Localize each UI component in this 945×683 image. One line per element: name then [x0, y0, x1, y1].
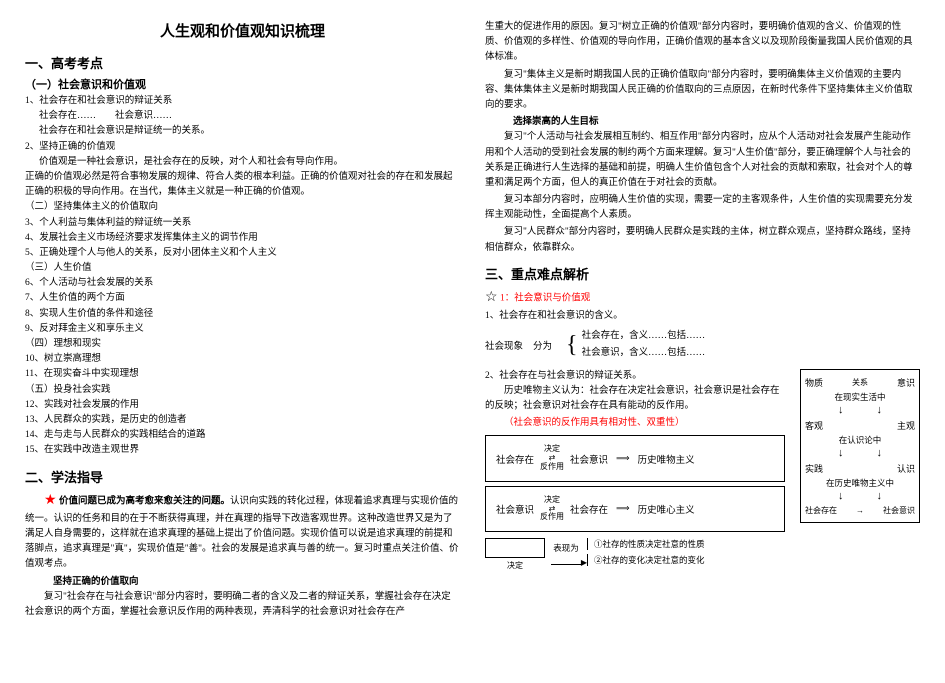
down-arrow-icon: ↓ ↓ [805, 490, 915, 503]
brace-diagram: 社会现象 分为 { 社会存在，含义……包括…… 社会意识，含义……包括…… [485, 328, 920, 362]
arrow-label: 反作用 [540, 463, 564, 472]
right-column: 生重大的促进作用的原因。复习"树立正确的价值观"部分内容时，要明确价值观的含义、… [485, 20, 920, 663]
bottom-item: ②社存的变化决定社意的变化 [587, 554, 705, 566]
para-1: ★ 价值问题已成为高考愈来愈关注的问题。认识向实践的转化过程，体现着追求真理与实… [25, 490, 460, 573]
sub-heading: 坚持正确的价值取向 [53, 575, 460, 590]
subsection-1-1: （一）社会意识和价值观 [25, 76, 460, 92]
item: 1、社会存在和社会意识的辩证关系 [25, 94, 460, 109]
down-arrow-icon: ↓ ↓ [805, 404, 915, 417]
subsection-1-5: （五）投身社会实践 [25, 383, 460, 398]
para-7: 复习"人民群众"部分内容时，要明确人民群众是实践的主体，树立群众观点，坚持群众路… [485, 225, 920, 255]
left-column: 人生观和价值观知识梳理 一、高考考点 （一）社会意识和价值观 1、社会存在和社会… [25, 20, 460, 663]
diagram-note-red: （社会意识的反作用具有相对性、双重性） [504, 416, 785, 431]
item: 5、正确处理个人与他人的关系，反对小团体主义和个人主义 [25, 246, 460, 261]
brace-mid-label: 分为 [533, 338, 552, 352]
bottom-flow: 决定 表现为 ①社存的性质决定社意的性质 ②社存的变化决定社意的变化 [485, 538, 785, 571]
item: 社会存在…… 社会意识…… [39, 109, 460, 124]
para-4: 复习"集体主义是新时期我国人民的正确价值取向"部分内容时，要明确集体主义价值观的… [485, 68, 920, 114]
item: 4、发展社会主义市场经济要求发挥集体主义的调节作用 [25, 231, 460, 246]
item: 9、反对拜金主义和享乐主义 [25, 322, 460, 337]
side-node: 客观 [805, 419, 823, 432]
brace-icon: { [566, 336, 578, 355]
side-context: 在历史唯物主义中 [805, 477, 915, 489]
arrow-icon [614, 453, 632, 464]
side-node: 社会意识 [883, 505, 915, 516]
item: 11、在现实奋斗中实现理想 [25, 367, 460, 382]
star-heading-text: 1：社会意识与价值观 [500, 293, 590, 303]
arrow-icon [614, 503, 632, 514]
arrow-label: 反作用 [540, 513, 564, 522]
subsection-1-3: （三）人生价值 [25, 261, 460, 276]
diagram-label-1: 1、社会存在和社会意识的含义。 [485, 309, 920, 324]
side-context: 在认识论中 [805, 434, 915, 446]
item: 14、走与走与人民群众的实践相结合的道路 [25, 428, 460, 443]
flow-node: 社会存在 [568, 502, 610, 516]
subsection-1-4: （四）理想和现实 [25, 337, 460, 352]
flow-box-1: 社会存在 决定 ⇄ 反作用 社会意识 历史唯物主义 [485, 435, 785, 481]
arrow-icon: → [856, 506, 864, 515]
para-5: 复习"个人活动与社会发展相互制约、相互作用"部分内容时，应从个人活动对社会发展产… [485, 130, 920, 191]
side-node: 意识 [897, 376, 915, 389]
flow-node: 社会意识 [568, 452, 610, 466]
brace-left-label: 社会现象 [485, 338, 523, 352]
para-2: 复习"社会存在与社会意识"部分内容时，要明确二者的含义及二者的辩证关系，掌握社会… [25, 590, 460, 620]
diagram-area: 2、社会存在与社会意识的辩证关系。 历史唯物主义认为：社会存在决定社会意识，社会… [485, 369, 920, 572]
side-context: 在现实生活中 [805, 391, 915, 403]
star-icon: ★ [44, 493, 57, 508]
side-node: 主观 [897, 419, 915, 432]
arrow-icon [551, 564, 581, 565]
doc-title: 人生观和价值观知识梳理 [25, 20, 460, 41]
item: 12、实践对社会发展的作用 [25, 398, 460, 413]
side-node: 社会存在 [805, 505, 837, 516]
subsection-1-2: （二）坚持集体主义的价值取向 [25, 200, 460, 215]
down-arrow-icon: ↓ ↓ [805, 447, 915, 460]
para-1-lead: 价值问题已成为高考愈来愈关注的问题。 [59, 496, 230, 506]
para-1-body: 认识向实践的转化过程，体现着追求真理与实现价值的统一。认识的任务和目的在于不断获… [25, 496, 459, 570]
diagram-text: 历史唯物主义认为：社会存在决定社会意识，社会意识是社会存在的反映；社会意识对社会… [485, 384, 785, 414]
item: 10、树立崇高理想 [25, 352, 460, 367]
brace-item: 社会存在，含义……包括…… [582, 328, 706, 345]
para-3: 生重大的促进作用的原因。复习"树立正确的价值观"部分内容时，要明确价值观的含义、… [485, 20, 920, 66]
item: 2、坚持正确的价值观 [25, 140, 460, 155]
bottom-label: 决定 [507, 560, 523, 571]
flow-box-2: 社会意识 决定 ⇄ 反作用 社会存在 历史唯心主义 [485, 486, 785, 532]
item: 社会存在和社会意识是辩证统一的关系。 [39, 124, 460, 139]
bottom-item: ①社存的性质决定社意的性质 [587, 538, 705, 550]
item: 8、实现人生价值的条件和途径 [25, 307, 460, 322]
item: 7、人生价值的两个方面 [25, 291, 460, 306]
item: 正确的价值观必然是符合事物发展的规律、符合人类的根本利益。正确的价值观对社会的存… [25, 170, 460, 200]
side-node: 实践 [805, 462, 823, 475]
item: 3、个人利益与集体利益的辩证统一关系 [25, 216, 460, 231]
side-node: 认识 [897, 462, 915, 475]
brace-item: 社会意识，含义……包括…… [582, 345, 706, 362]
para-6: 复习本部分内容时，应明确人生价值的实现，需要一定的主客观条件，人生价值的实现需要… [485, 193, 920, 223]
section-2: 二、学法指导 [25, 467, 460, 486]
item: 15、在实践中改造主观世界 [25, 443, 460, 458]
star-heading-1: ☆ 1：社会意识与价值观 [485, 287, 920, 309]
flow-node: 社会存在 [494, 452, 536, 466]
side-diagram: 物质 关系 意识 在现实生活中 ↓ ↓ 客观 主观 在认识论中 ↓ ↓ 实践 认… [800, 369, 920, 524]
item: 价值观是一种社会意识，是社会存在的反映，对个人和社会有导向作用。 [39, 155, 460, 170]
item: 6、个人活动与社会发展的关系 [25, 276, 460, 291]
flow-node: 社会意识 [494, 502, 536, 516]
item: 13、人民群众的实践，是历史的创造者 [25, 413, 460, 428]
side-rel: 关系 [852, 377, 868, 388]
sub-heading: 选择崇高的人生目标 [513, 115, 920, 130]
diagram-label-2: 2、社会存在与社会意识的辩证关系。 [485, 369, 785, 384]
flow-node: 历史唯心主义 [636, 502, 697, 516]
flow-node: 历史唯物主义 [636, 452, 697, 466]
section-1: 一、高考考点 [25, 53, 460, 72]
star-icon: ☆ [485, 290, 498, 305]
side-node: 物质 [805, 376, 823, 389]
bottom-label: 表现为 [553, 542, 579, 554]
section-3: 三、重点难点解析 [485, 264, 920, 283]
brace-items: 社会存在，含义……包括…… 社会意识，含义……包括…… [582, 328, 706, 362]
